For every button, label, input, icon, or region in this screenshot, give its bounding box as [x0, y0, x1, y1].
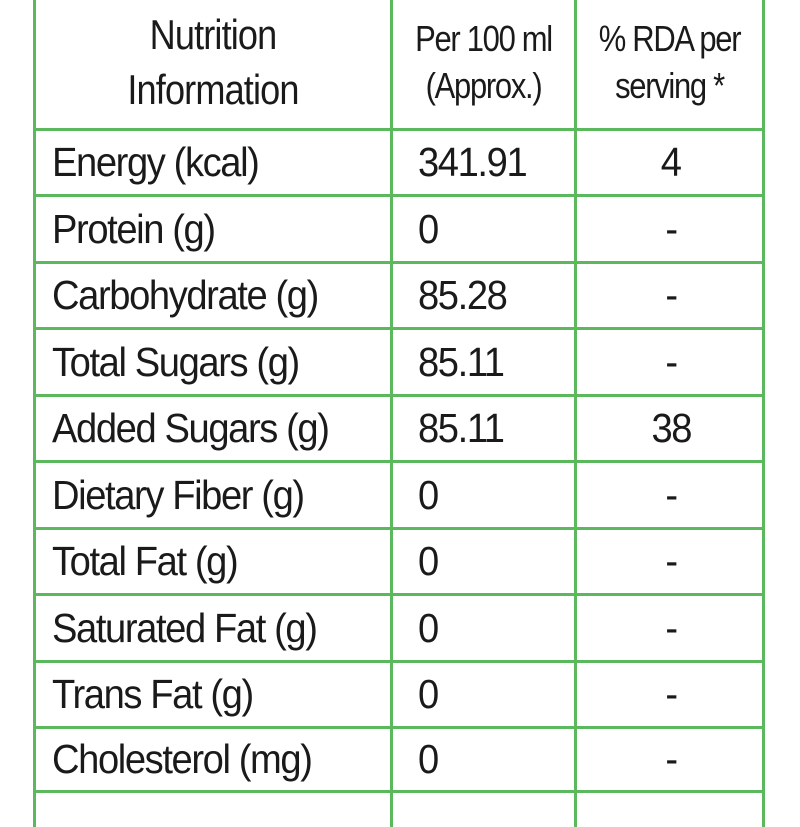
- table-row: Protein (g) 0 -: [36, 197, 762, 264]
- nutrition-table: Nutrition Information Per 100 ml (Approx…: [33, 0, 765, 827]
- column-divider-1: [390, 0, 393, 827]
- nutrient-name: Protein (g): [52, 205, 216, 252]
- table-row: Added Sugars (g) 85.11 38: [36, 397, 762, 463]
- nutrient-name: Carbohydrate (g): [52, 272, 319, 318]
- table-row: Dietary Fiber (g) 0 -: [36, 463, 762, 530]
- header-per-100ml: Per 100 ml (Approx.): [406, 0, 562, 128]
- per-100ml-value: 0: [418, 205, 439, 252]
- header-col1-line1: Nutrition: [149, 10, 278, 58]
- per-100ml-value: 0: [418, 736, 439, 782]
- column-divider-2: [574, 0, 577, 827]
- table-row: Total Fat (g) 0 -: [36, 530, 762, 596]
- table-row: Energy (kcal) 341.91 4: [36, 131, 762, 197]
- nutrient-name: Saturated Fat (g): [52, 604, 318, 651]
- nutrient-name: Trans Fat (g): [52, 671, 254, 717]
- rda-value: -: [665, 538, 678, 584]
- per-100ml-value: 0: [418, 471, 439, 518]
- rda-value: -: [665, 272, 678, 318]
- nutrient-name: Dietary Fiber (g): [52, 471, 305, 518]
- table-header-row: Nutrition Information Per 100 ml (Approx…: [36, 0, 762, 131]
- table-row: Saturated Fat (g) 0 -: [36, 596, 762, 663]
- rda-value: 4: [661, 139, 682, 185]
- rda-value: 38: [651, 405, 692, 451]
- nutrient-name: Energy (kcal): [52, 139, 260, 185]
- rda-value: -: [665, 671, 678, 717]
- nutrient-name: Added Sugars (g): [52, 405, 330, 451]
- nutrient-name: Cholesterol (mg): [52, 736, 313, 782]
- rda-value: -: [665, 604, 678, 651]
- header-col1-line2: Information: [127, 65, 299, 113]
- rda-value: -: [665, 338, 678, 385]
- per-100ml-value: 341.91: [418, 139, 528, 185]
- per-100ml-value: 0: [418, 671, 439, 717]
- table-row: Total Sugars (g) 85.11 -: [36, 330, 762, 397]
- header-col3-line2: serving *: [615, 64, 725, 106]
- rda-value: -: [665, 205, 678, 252]
- table-row: Carbohydrate (g) 85.28 -: [36, 264, 762, 330]
- header-col3-line1: % RDA per: [598, 17, 742, 59]
- per-100ml-value: 85.28: [418, 272, 508, 318]
- per-100ml-value: 0: [418, 538, 439, 584]
- per-100ml-value: 85.11: [418, 338, 505, 385]
- header-rda-per-serving: % RDA per serving *: [590, 0, 749, 128]
- header-col2-line2: (Approx.): [425, 64, 543, 106]
- rda-value: -: [665, 736, 678, 782]
- per-100ml-value: 0: [418, 604, 439, 651]
- table-row: Trans Fat (g) 0 -: [36, 663, 762, 729]
- nutrient-name: Total Sugars (g): [52, 338, 300, 385]
- header-nutrition-information: Nutrition Information: [61, 0, 365, 128]
- table-row: Cholesterol (mg) 0 -: [36, 729, 762, 793]
- nutrient-name: Total Fat (g): [52, 538, 239, 584]
- rda-value: -: [665, 471, 678, 518]
- per-100ml-value: 85.11: [418, 405, 505, 451]
- header-col2-line1: Per 100 ml: [415, 17, 553, 59]
